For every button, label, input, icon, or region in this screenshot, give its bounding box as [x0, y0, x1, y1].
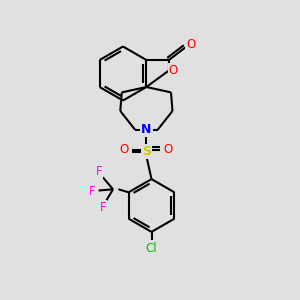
Text: F: F	[100, 201, 106, 214]
Text: F: F	[96, 165, 102, 178]
Text: O: O	[120, 143, 129, 156]
Text: N: N	[141, 123, 152, 136]
Text: O: O	[169, 64, 178, 77]
Text: O: O	[186, 38, 195, 51]
Text: O: O	[164, 143, 173, 156]
Text: S: S	[142, 145, 151, 158]
Text: F: F	[89, 185, 95, 198]
Text: Cl: Cl	[146, 242, 157, 255]
